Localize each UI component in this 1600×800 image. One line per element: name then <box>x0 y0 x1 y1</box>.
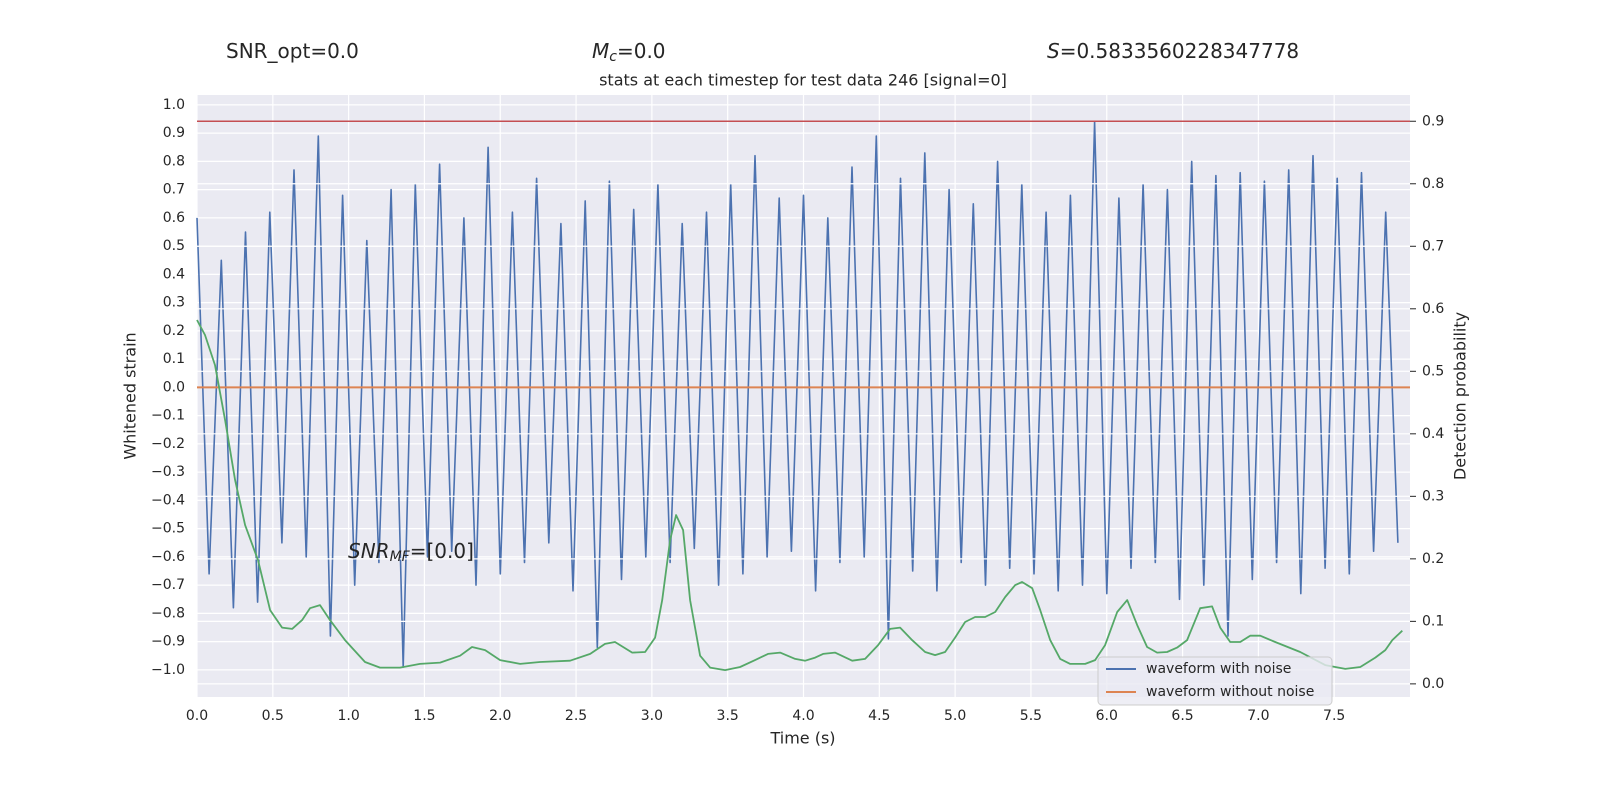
y-tick-label: 0.7 <box>163 182 185 198</box>
y-tick-label: −0.6 <box>151 549 185 565</box>
header-stat-base: S <box>1047 39 1060 63</box>
x-tick-label: 0.5 <box>262 708 284 724</box>
x-tick-label: 2.0 <box>489 708 511 724</box>
x-tick-label: 7.5 <box>1323 708 1345 724</box>
y-tick-label: 1.0 <box>163 97 185 113</box>
annotation-sub: MF <box>390 549 411 565</box>
y-tick-label: 0.9 <box>163 125 185 141</box>
header-stat-rest: SNR_opt=0.0 <box>226 39 359 63</box>
legend-label: waveform without noise <box>1146 684 1314 700</box>
y-tick-label: 0.4 <box>163 266 185 282</box>
legend-label: waveform with noise <box>1146 661 1291 677</box>
y2-axis-label: Detection probability <box>1451 312 1470 480</box>
y-tick-label: −0.3 <box>151 464 185 480</box>
y-tick-label: −0.1 <box>151 408 185 424</box>
x-tick-label: 5.5 <box>1020 708 1042 724</box>
y2-tick-label: 0.8 <box>1422 176 1444 192</box>
x-tick-label: 6.0 <box>1096 708 1118 724</box>
annotation-base: SNR <box>348 539 390 563</box>
y2-tick-label: 0.0 <box>1422 676 1444 692</box>
y2-tick-label: 0.6 <box>1422 301 1444 317</box>
y2-tick-label: 0.5 <box>1422 363 1444 379</box>
y-tick-label: 0.0 <box>163 379 185 395</box>
y-tick-label: 0.1 <box>163 351 185 367</box>
header-stat-rest: =0.5833560228347778 <box>1060 39 1299 63</box>
header-stat-rest: =0.0 <box>617 39 666 63</box>
x-tick-label: 6.5 <box>1171 708 1193 724</box>
header-stat: Mc=0.0 <box>592 39 666 66</box>
x-tick-label: 3.0 <box>641 708 663 724</box>
header-stat-sub: c <box>609 49 617 65</box>
x-tick-label: 7.0 <box>1247 708 1269 724</box>
y-tick-label: −0.9 <box>151 634 185 650</box>
y-tick-label: 0.2 <box>163 323 185 339</box>
y2-tick-label: 0.2 <box>1422 551 1444 567</box>
y-tick-label: −0.4 <box>151 492 185 508</box>
y-tick-label: −1.0 <box>151 662 185 678</box>
y-tick-label: −0.8 <box>151 605 185 621</box>
y-tick-label: −0.2 <box>151 436 185 452</box>
y-tick-label: −0.7 <box>151 577 185 593</box>
y-tick-label: 0.6 <box>163 210 185 226</box>
x-tick-label: 3.5 <box>717 708 739 724</box>
series-line <box>196 121 1399 668</box>
y2-tick-label: 0.1 <box>1422 613 1444 629</box>
y2-tick-label: 0.9 <box>1422 113 1444 129</box>
y-tick-label: 0.5 <box>163 238 185 254</box>
header-stat: S=0.5833560228347778 <box>1047 39 1299 63</box>
annotation-rest: =[0.0] <box>410 539 474 563</box>
annotation: SNRMF=[0.0] <box>348 539 474 566</box>
x-tick-label: 1.0 <box>337 708 359 724</box>
y-tick-label: −0.5 <box>151 521 185 537</box>
chart-title: stats at each timestep for test data 246… <box>599 71 1007 90</box>
legend-box <box>1097 656 1333 706</box>
y-axis-label: Whitened strain <box>121 332 140 459</box>
y2-tick-label: 0.7 <box>1422 238 1444 254</box>
header-stat: SNR_opt=0.0 <box>226 39 359 63</box>
x-tick-label: 5.0 <box>944 708 966 724</box>
x-tick-label: 1.5 <box>413 708 435 724</box>
x-tick-label: 4.0 <box>792 708 814 724</box>
probability-line <box>196 319 1403 671</box>
x-tick-label: 2.5 <box>565 708 587 724</box>
x-tick-label: 4.5 <box>868 708 890 724</box>
y2-tick-label: 0.4 <box>1422 426 1444 442</box>
y-tick-label: 0.3 <box>163 295 185 311</box>
header-stat-base: M <box>592 39 609 63</box>
x-axis-label: Time (s) <box>769 729 835 748</box>
y2-tick-label: 0.3 <box>1422 488 1444 504</box>
y-tick-label: 0.8 <box>163 153 185 169</box>
x-tick-label: 0.0 <box>186 708 208 724</box>
